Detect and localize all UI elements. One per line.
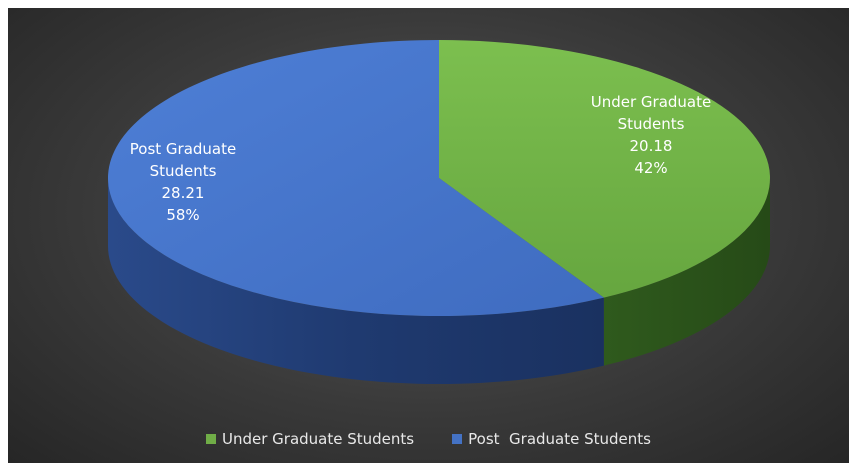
pie-slice-post-graduate-students[interactable] [108, 40, 604, 316]
slice-value-label: 28.21 [161, 184, 205, 202]
slice-label-under-graduate: Under Graduate Students 20.18 42% [566, 91, 736, 179]
slice-label-name-2: Students [149, 162, 217, 180]
chart-area: Under Graduate Students 20.18 42% Post G… [8, 8, 849, 463]
slice-label-name-2: Students [617, 115, 685, 133]
legend-swatch [452, 434, 463, 444]
legend-item-under-graduate[interactable]: Under Graduate Students [206, 430, 414, 448]
pie-slice-under-graduate-students[interactable] [439, 40, 771, 298]
legend-swatch [206, 434, 216, 444]
legend-label: Under Graduate Students [222, 430, 415, 448]
slice-percent-label: 58% [166, 206, 200, 224]
legend-label: Post Graduate Students [468, 430, 651, 448]
slice-label-name: Under Graduate [590, 93, 712, 111]
pie-slice-side-under-graduate-students [603, 178, 770, 366]
slice-value-label: 20.18 [629, 137, 673, 155]
pie-chart [108, 40, 771, 385]
pie-slice-side-post-graduate-students [108, 178, 604, 385]
legend: Under Graduate Students Post Graduate St… [8, 430, 849, 448]
slice-label-post-graduate: Post Graduate Students 28.21 58% [118, 138, 248, 226]
slice-label-name: Post Graduate [129, 140, 237, 158]
legend-item-post-graduate[interactable]: Post Graduate Students [452, 430, 651, 448]
slice-percent-label: 42% [634, 159, 668, 177]
